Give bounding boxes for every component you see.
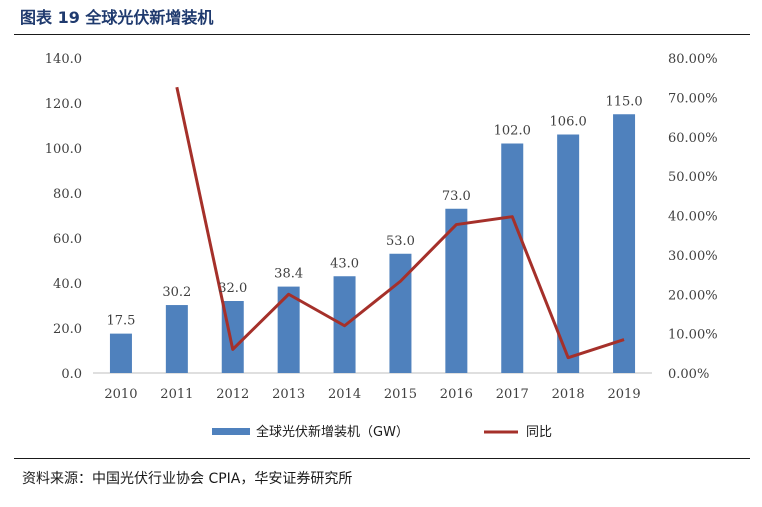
bar-value-label: 32.0 (218, 281, 247, 296)
right-axis-tick-label: 0.00% (668, 367, 709, 382)
left-axis-tick-label: 0.0 (61, 367, 82, 382)
left-axis-tick-label: 100.0 (45, 142, 82, 157)
right-axis-tick-label: 20.00% (668, 288, 718, 303)
bar (445, 208, 468, 373)
right-axis-tick-label: 70.00% (668, 91, 718, 106)
yoy-line (175, 86, 625, 360)
x-axis-tick-label: 2017 (496, 387, 529, 402)
bar-value-label: 53.0 (386, 234, 415, 249)
right-axis-tick-label: 40.00% (668, 210, 718, 225)
bar-series (109, 114, 636, 373)
left-axis-tick-label: 40.0 (53, 277, 82, 292)
bar (557, 134, 580, 373)
right-axis-tick-label: 30.00% (668, 249, 718, 264)
left-axis-tick-label: 20.0 (53, 322, 82, 337)
source-note: 资料来源：中国光伏行业协会 CPIA，华安证券研究所 (22, 471, 353, 487)
bar-value-label: 115.0 (605, 94, 642, 109)
legend: 全球光伏新增装机（GW） 同比 (212, 424, 552, 440)
bar (501, 143, 524, 373)
x-axis-tick-label: 2014 (328, 387, 361, 402)
bar (109, 333, 132, 373)
x-axis-tick-label: 2018 (552, 387, 585, 402)
bar-value-label: 73.0 (442, 189, 471, 204)
bar-value-label: 17.5 (106, 314, 135, 329)
bar-value-label: 30.2 (162, 285, 191, 300)
x-axis-tick-label: 2012 (216, 387, 249, 402)
line-series (175, 86, 625, 360)
x-axis-tick-label: 2019 (608, 387, 641, 402)
right-axis-tick-label: 50.00% (668, 170, 718, 185)
left-axis-tick-label: 140.0 (45, 52, 82, 67)
bar-value-label: 43.0 (330, 256, 359, 271)
bottom-rule (14, 458, 750, 459)
left-axis-tick-label: 120.0 (45, 97, 82, 112)
legend-line-label: 同比 (526, 425, 552, 440)
figure-title: 图表 19 全球光伏新增装机 (20, 8, 214, 27)
left-axis-ticks: 0.0 20.0 40.0 60.0 80.0 100.0 120.0 140.0 (45, 52, 82, 382)
left-axis-tick-label: 80.0 (53, 187, 82, 202)
legend-bar-label: 全球光伏新增装机（GW） (256, 424, 409, 440)
bar (165, 305, 188, 373)
x-axis-tick-label: 2015 (384, 387, 417, 402)
x-axis-ticks: 2010 2011 2012 2013 2014 2015 2016 2017 2018 2019 (104, 387, 640, 402)
right-axis-tick-label: 80.00% (668, 52, 718, 67)
bar (389, 253, 412, 373)
bar-value-label: 106.0 (550, 115, 587, 130)
right-axis-tick-label: 60.00% (668, 131, 718, 146)
bar (613, 114, 636, 373)
top-rule (14, 34, 750, 35)
x-axis-tick-label: 2013 (272, 387, 305, 402)
bar-data-labels: 17.5 30.2 32.0 38.4 43.0 53.0 73.0 102.0 106.0 11… (106, 94, 642, 328)
left-axis-tick-label: 60.0 (53, 232, 82, 247)
bar-value-label: 102.0 (494, 124, 531, 139)
right-axis-tick-label: 10.00% (668, 328, 718, 343)
x-axis-tick-label: 2011 (160, 387, 193, 402)
chart: 0.0 20.0 40.0 60.0 80.0 100.0 120.0 140.0 0.00%… (45, 52, 718, 440)
x-axis-tick-label: 2010 (104, 387, 137, 402)
bar (277, 286, 300, 373)
right-axis-ticks: 0.00% 10.00% 20.00% 30.00% 40.00% 50.00% 60.00… (668, 52, 718, 382)
x-axis-tick-label: 2016 (440, 387, 473, 402)
bar-value-label: 38.4 (274, 267, 303, 282)
legend-bar-swatch (212, 428, 250, 435)
